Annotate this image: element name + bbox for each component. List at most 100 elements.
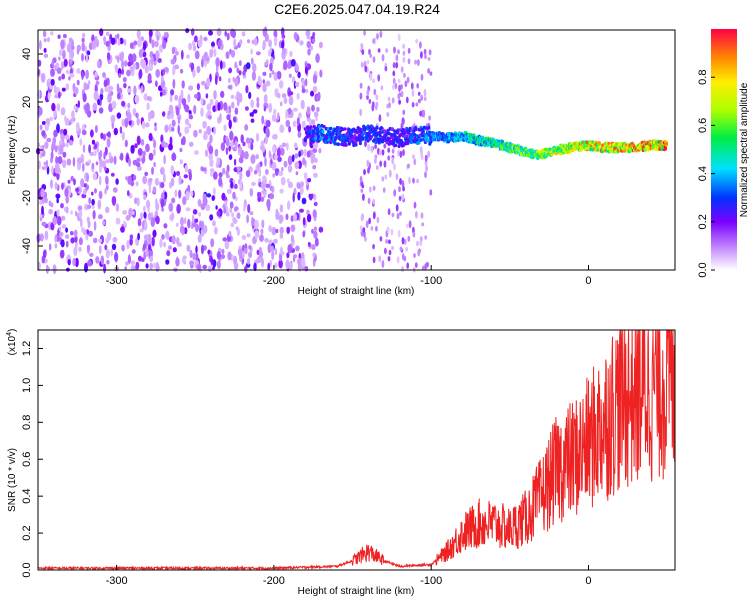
spectrogram-cell <box>130 264 135 271</box>
spectrogram-cell <box>233 183 238 190</box>
spectrogram-cell <box>105 237 109 244</box>
spectrogram-cell <box>287 164 293 173</box>
snr-x-tick-label: -300 <box>106 575 128 587</box>
spectrogram-cell <box>216 260 221 270</box>
spectrogram-cell <box>103 263 107 274</box>
spectrogram-cell <box>142 150 146 157</box>
spectrogram-cell <box>98 238 102 243</box>
spectrogram-cell <box>399 177 402 185</box>
spectrogram-cell <box>405 134 409 138</box>
snr-x-ticks: -300 -200 -100 0 <box>106 565 592 587</box>
spectrogram-cell <box>144 220 148 231</box>
spectrogram-cell <box>244 247 248 255</box>
spectrogram-cell <box>93 150 97 157</box>
spectrogram-cell <box>224 239 230 250</box>
spectrogram-cell <box>260 228 264 235</box>
spectrogram-cell <box>171 127 175 132</box>
spectrogram-cell <box>246 258 251 265</box>
spectrogram-cell <box>269 72 272 78</box>
spectrogram-cell <box>268 39 272 48</box>
spectrogram-cell <box>181 226 185 236</box>
spectrogram-cell <box>134 143 138 149</box>
spectrogram-cell <box>230 222 235 228</box>
spectrogram-cell <box>427 150 430 158</box>
spectrogram-cell <box>287 63 291 69</box>
spectrogram-cell <box>256 191 262 198</box>
spectrogram-cell <box>59 231 64 237</box>
spectrogram-cell <box>86 184 89 190</box>
spectrogram-cell <box>188 141 194 147</box>
spectrogram-cell <box>414 59 417 65</box>
spectrogram-cell <box>56 103 61 112</box>
spectrogram-cell <box>381 54 385 62</box>
spectrogram-cell <box>372 198 376 205</box>
spectrogram-cell <box>163 66 169 73</box>
spectrogram-cell <box>247 143 251 149</box>
spectrogram-cell <box>142 51 147 58</box>
spectrogram-cell <box>104 166 107 172</box>
spectrogram-cell <box>73 178 76 186</box>
spectrogram-cell <box>190 190 194 197</box>
spectrogram-cell <box>366 159 370 168</box>
spectrogram-cell <box>95 161 99 166</box>
spectrogram-cell <box>192 252 197 261</box>
spectrogram-cell <box>375 165 379 170</box>
spectrogram-cell <box>293 31 298 41</box>
spectrogram-cell <box>46 137 52 143</box>
spectrogram-cell <box>44 122 49 132</box>
spectrogram-cell <box>41 121 46 125</box>
spectrogram-cell <box>91 40 97 50</box>
spectrogram-cell <box>94 35 98 43</box>
spectrogram-cell <box>413 201 417 209</box>
spectrogram-cell <box>251 181 256 186</box>
spectrogram-cell <box>154 122 157 127</box>
spectrogram-cell <box>51 58 55 68</box>
spectrogram-cell <box>150 217 156 228</box>
spectrogram-cell <box>397 229 401 238</box>
spectrogram-cell <box>233 158 237 166</box>
spectrogram-cell <box>398 99 401 105</box>
spectrogram-cell <box>194 150 199 156</box>
spectrogram-cell <box>360 61 364 68</box>
spectrogram-cell <box>297 131 302 139</box>
spectrogram-cell <box>354 142 358 147</box>
spectrogram-cell <box>258 167 262 177</box>
spectrogram-x-axis-label: Height of straight line (km) <box>298 286 415 297</box>
spectrogram-cell <box>228 154 233 161</box>
spectrogram-cell <box>381 149 385 156</box>
spectrogram-cell <box>58 56 61 61</box>
spectrogram-cell <box>171 235 176 245</box>
spectrogram-cell <box>196 83 200 91</box>
spectrogram-cell <box>72 257 76 267</box>
spectrogram-cell <box>368 186 372 193</box>
spectrogram-cell <box>143 211 147 219</box>
spectrogram-cell <box>52 264 57 275</box>
spectrogram-cell <box>248 244 252 250</box>
spectrogram-cell <box>245 85 249 94</box>
spectrogram-cell <box>169 214 172 221</box>
snr-y-tick-label: 0.6 <box>21 452 33 467</box>
spectrogram-cell <box>402 149 405 157</box>
spectrogram-cell <box>238 60 242 67</box>
spectrogram-cell <box>169 136 173 146</box>
spectrogram-cell <box>62 151 67 158</box>
spectrogram-cell <box>60 39 65 50</box>
spectrogram-cell <box>95 256 100 264</box>
spectrogram-cell <box>161 234 165 240</box>
spectrogram-cell <box>360 188 364 193</box>
spectrogram-cell <box>403 73 406 78</box>
spectrogram-cell <box>46 165 50 175</box>
spectrogram-cell <box>601 149 605 154</box>
spectrogram-cell <box>86 244 91 251</box>
spectrogram-cell <box>472 133 476 137</box>
spectrogram-cell <box>116 33 120 39</box>
spectrogram-cell <box>168 123 173 133</box>
spectrogram-cell <box>321 129 325 134</box>
spectrogram-cell <box>70 210 73 215</box>
spectrogram-cell <box>299 208 304 213</box>
spectrogram-cell <box>152 229 157 238</box>
spectrogram-cell <box>85 54 89 63</box>
spectrogram-cell <box>113 155 117 165</box>
spectrogram-cell <box>43 38 47 43</box>
spectrogram-cell <box>429 189 433 196</box>
